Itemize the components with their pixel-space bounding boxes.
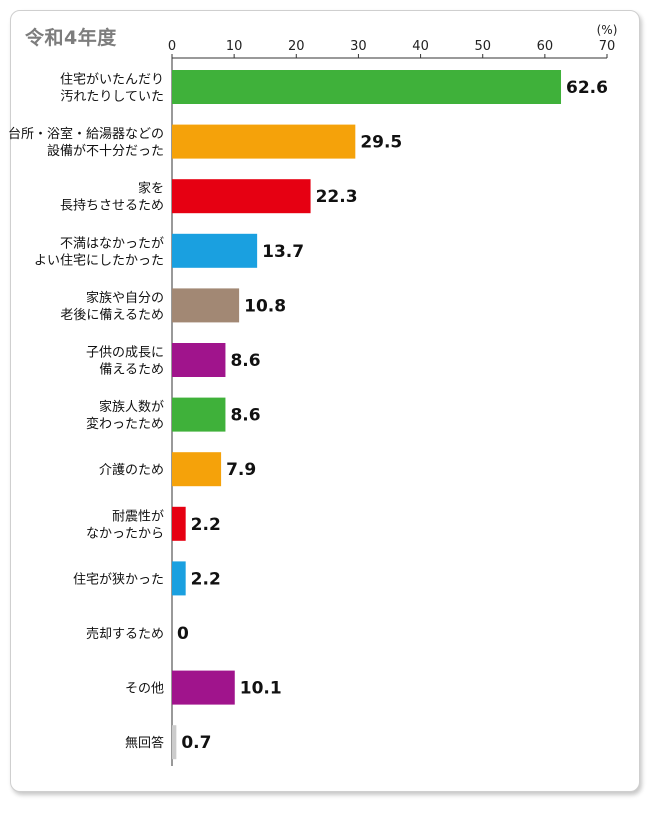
bar xyxy=(172,70,562,104)
bar xyxy=(172,288,240,323)
bar xyxy=(172,397,226,432)
category-label: 家族や自分の xyxy=(86,290,164,306)
bar xyxy=(172,124,356,159)
category-label: 設備が不十分だった xyxy=(47,143,164,159)
value-label: 0.7 xyxy=(181,733,211,753)
bar xyxy=(172,233,258,268)
category-label: 住宅がいたんだり xyxy=(60,73,164,88)
bar xyxy=(172,452,222,487)
x-tick-label: 30 xyxy=(350,39,367,54)
bar xyxy=(172,670,235,705)
category-label: 老後に備えるため xyxy=(60,307,164,323)
x-tick-label: 60 xyxy=(537,39,554,54)
category-label: なかったから xyxy=(86,526,164,541)
category-label: 台所・浴室・給湯器などの xyxy=(8,126,164,142)
x-tick-label: 50 xyxy=(474,39,491,54)
category-label: 長持ちさせるため xyxy=(60,199,164,214)
panel-title: 令和4年度 xyxy=(25,27,117,49)
category-label: 子供の成長に xyxy=(86,346,164,361)
category-label: 不満はなかったが xyxy=(60,236,164,251)
x-tick-label: 20 xyxy=(288,39,305,54)
category-label: 耐震性が xyxy=(112,509,164,524)
category-label: 家を xyxy=(138,181,164,197)
value-label: 29.5 xyxy=(360,133,402,153)
category-label: その他 xyxy=(125,682,164,697)
category-label: 変わったため xyxy=(86,416,164,432)
value-label: 7.9 xyxy=(226,460,256,480)
value-label: 2.2 xyxy=(191,569,221,589)
value-label: 8.6 xyxy=(230,406,260,426)
bar xyxy=(172,725,177,760)
category-label: 家族人数が xyxy=(99,399,164,415)
category-label: 介護のため xyxy=(99,462,164,478)
bar xyxy=(172,506,186,541)
category-label: 汚れたりしていた xyxy=(60,90,164,105)
unit-label: (%) xyxy=(597,23,618,37)
bar xyxy=(172,179,311,214)
value-label: 22.3 xyxy=(316,187,358,207)
value-label: 10.8 xyxy=(244,296,286,316)
category-label: よい住宅にしたかった xyxy=(34,253,164,268)
value-label: 8.6 xyxy=(230,351,260,371)
category-label: 無回答 xyxy=(125,735,164,751)
bar xyxy=(172,343,226,377)
value-label: 62.6 xyxy=(566,78,608,98)
value-label: 0 xyxy=(177,624,189,644)
x-tick-label: 40 xyxy=(412,39,429,54)
category-label: 住宅が狭かった xyxy=(73,572,164,587)
category-label: 売却するため xyxy=(86,626,164,642)
value-label: 2.2 xyxy=(191,515,221,535)
category-label: 備えるため xyxy=(99,362,164,378)
value-label: 10.1 xyxy=(240,679,282,699)
bar xyxy=(172,561,186,596)
x-tick-label: 70 xyxy=(599,39,616,54)
x-tick-label: 0 xyxy=(168,39,176,54)
x-tick-label: 10 xyxy=(226,39,243,54)
value-label: 13.7 xyxy=(262,242,304,262)
